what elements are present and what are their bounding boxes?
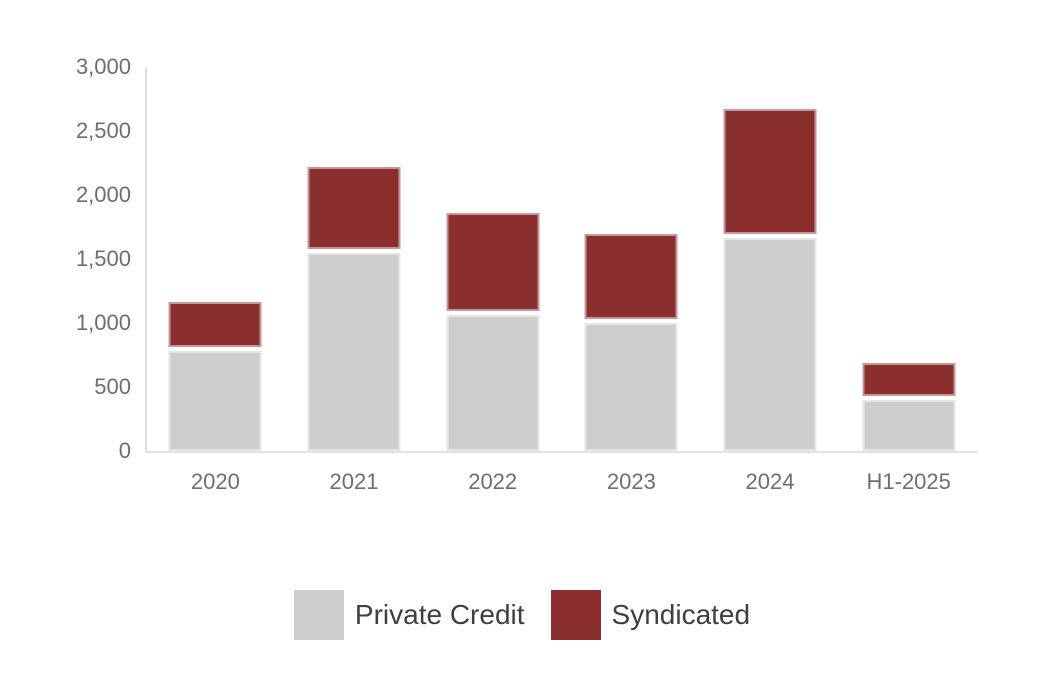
- bar-slot: [146, 67, 285, 451]
- segment-private-credit-2020[interactable]: [168, 351, 262, 451]
- bar-slot: [839, 67, 978, 451]
- x-tick-label: 2021: [329, 469, 379, 494]
- legend: Private Credit Syndicated: [0, 590, 1044, 640]
- legend-swatch-private-credit-icon: [293, 590, 344, 640]
- bar-2024: [723, 109, 817, 451]
- segment-syndicated-2021[interactable]: [307, 166, 401, 250]
- x-tick-label: 2020: [190, 469, 240, 494]
- legend-label-private-credit: Private Credit: [354, 599, 525, 630]
- bar-2020: [168, 301, 262, 451]
- x-tick-label: 2023: [606, 469, 656, 494]
- bar-2021: [307, 166, 401, 451]
- y-tick-label: 2,000: [75, 182, 131, 207]
- bar-slot: [423, 67, 562, 451]
- legend-item-private-credit[interactable]: Private Credit: [293, 590, 525, 640]
- y-tick-label: 0: [118, 438, 131, 463]
- legend-swatch-syndicated-icon: [550, 590, 601, 640]
- y-tick-label: 500: [94, 374, 131, 399]
- segment-syndicated-2023[interactable]: [584, 234, 678, 319]
- segment-private-credit-h1-2025[interactable]: [862, 399, 956, 451]
- x-axis-line: [146, 451, 978, 453]
- y-axis-line: [145, 67, 147, 453]
- plot-area: [146, 67, 978, 451]
- segment-private-credit-2021[interactable]: [307, 253, 401, 451]
- segment-private-credit-2022[interactable]: [446, 315, 540, 451]
- bar-2023: [584, 234, 678, 451]
- x-tick-label: H1-2025: [866, 469, 951, 494]
- segment-private-credit-2024[interactable]: [723, 237, 817, 451]
- segment-syndicated-2022[interactable]: [446, 212, 540, 312]
- segment-syndicated-2020[interactable]: [168, 301, 262, 348]
- bar-slot: [701, 67, 840, 451]
- bar-slot: [285, 67, 424, 451]
- x-tick-label: 2024: [745, 469, 795, 494]
- y-tick-label: 1,500: [75, 246, 131, 271]
- segment-syndicated-h1-2025[interactable]: [862, 363, 956, 396]
- bar-2022: [446, 212, 540, 451]
- legend-item-syndicated[interactable]: Syndicated: [550, 590, 751, 640]
- bar-h1-2025: [862, 363, 956, 451]
- legend-label-syndicated: Syndicated: [611, 599, 751, 630]
- bar-slot: [562, 67, 701, 451]
- x-tick-label: 2022: [468, 469, 518, 494]
- y-tick-label: 2,500: [75, 118, 131, 143]
- segment-syndicated-2024[interactable]: [723, 109, 817, 234]
- y-tick-label: 3,000: [75, 54, 131, 79]
- y-tick-label: 1,000: [75, 310, 131, 335]
- x-axis-tick-labels: 2020 2021 2022 2023 2024 H1-2025: [146, 467, 978, 497]
- segment-private-credit-2023[interactable]: [584, 323, 678, 451]
